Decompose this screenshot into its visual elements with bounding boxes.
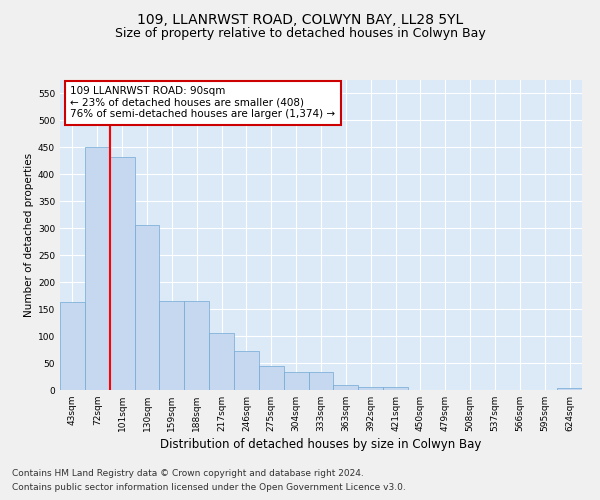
- Bar: [184, 301, 209, 390]
- Bar: [134, 225, 160, 390]
- Text: Contains HM Land Registry data © Crown copyright and database right 2024.: Contains HM Land Registry data © Crown c…: [12, 468, 364, 477]
- Y-axis label: Number of detached properties: Number of detached properties: [24, 153, 34, 317]
- Text: 109 LLANRWST ROAD: 90sqm
← 23% of detached houses are smaller (408)
76% of semi-: 109 LLANRWST ROAD: 90sqm ← 23% of detach…: [70, 86, 335, 120]
- Bar: [358, 387, 383, 390]
- Bar: [334, 385, 358, 390]
- X-axis label: Distribution of detached houses by size in Colwyn Bay: Distribution of detached houses by size …: [160, 438, 482, 451]
- Bar: [308, 372, 334, 390]
- Bar: [259, 366, 284, 390]
- Text: 109, LLANRWST ROAD, COLWYN BAY, LL28 5YL: 109, LLANRWST ROAD, COLWYN BAY, LL28 5YL: [137, 12, 463, 26]
- Bar: [160, 301, 184, 390]
- Text: Size of property relative to detached houses in Colwyn Bay: Size of property relative to detached ho…: [115, 28, 485, 40]
- Bar: [85, 148, 110, 390]
- Bar: [557, 388, 582, 390]
- Text: Contains public sector information licensed under the Open Government Licence v3: Contains public sector information licen…: [12, 484, 406, 492]
- Bar: [110, 156, 134, 390]
- Bar: [209, 333, 234, 390]
- Bar: [383, 387, 408, 390]
- Bar: [234, 350, 259, 390]
- Bar: [284, 372, 308, 390]
- Bar: [60, 302, 85, 390]
